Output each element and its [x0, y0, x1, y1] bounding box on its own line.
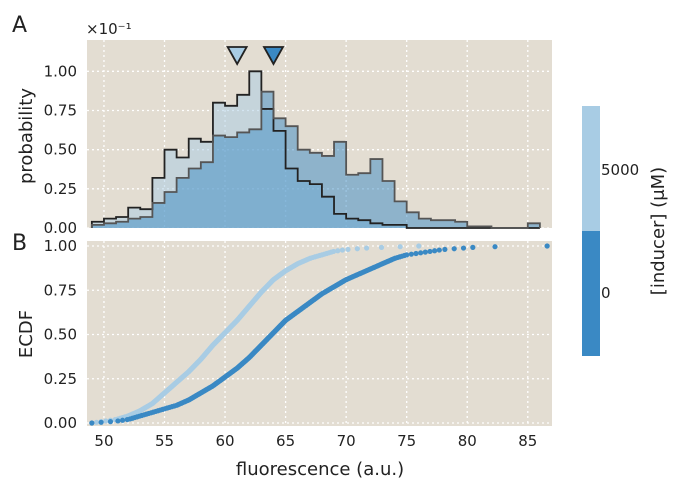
- y-tick-b-3: 0.75: [44, 281, 77, 299]
- ecdf-point-0-3: [115, 418, 121, 424]
- panel-label-a: A: [12, 13, 27, 38]
- ecdf-point-0-258: [470, 244, 476, 250]
- colorbar: 5000 0 [inducer] (μM): [582, 106, 669, 356]
- ecdf-point-5000-3: [103, 418, 109, 424]
- histogram-outlines: [90, 70, 541, 229]
- x-tick-1: 55: [155, 432, 174, 450]
- histogram-y-label: probability: [16, 88, 37, 184]
- x-tick-0: 50: [94, 432, 113, 450]
- ecdf-point-0-249: [413, 250, 419, 257]
- ecdf-point-5000-259: [397, 244, 403, 250]
- x-tick-7: 85: [518, 432, 537, 450]
- ecdf-point-0-248: [408, 251, 414, 257]
- y-tick-b-2: 0.50: [44, 326, 77, 344]
- colorbar-segment-5000: [582, 106, 600, 231]
- ecdf-point-0-251: [422, 249, 428, 255]
- y-tick-a-0: 0.00: [44, 219, 77, 237]
- ecdf-point-5000-1: [93, 419, 100, 425]
- median-marker-0: [262, 46, 285, 66]
- ecdf-x-ticks: 50 55 60 65 70 75 80 85: [94, 432, 537, 450]
- ecdf-point-0-250: [418, 250, 424, 256]
- ecdf-point-0-1: [98, 419, 104, 425]
- ecdf-y-label: ECDF: [16, 310, 37, 358]
- median-marker-5000: [226, 46, 249, 66]
- hist-outline-0: [90, 90, 541, 229]
- ecdf-point-5000-255: [345, 246, 351, 253]
- ecdf-point-5000-252: [330, 248, 337, 255]
- x-tick-3: 65: [276, 432, 295, 450]
- colorbar-label: [inducer] (μM): [648, 167, 669, 295]
- ecdf-point-0-254: [436, 247, 442, 253]
- hist-outline-5000: [90, 70, 540, 229]
- colorbar-tick-5000: 5000: [601, 161, 639, 179]
- ecdf-point-5000-254: [339, 247, 346, 253]
- ecdf-point-5000-257: [364, 245, 370, 251]
- y-tick-b-1: 0.25: [44, 370, 77, 388]
- colorbar-tick-0: 0: [601, 284, 611, 302]
- x-tick-6: 80: [458, 432, 477, 450]
- ecdf-point-0-4: [119, 417, 126, 423]
- ecdf-point-0-257: [460, 245, 467, 251]
- ecdf-point-0-252: [427, 248, 433, 255]
- ecdf-point-5000-256: [354, 246, 360, 252]
- y-tick-a-3: 0.75: [44, 102, 77, 120]
- ecdf-points: [89, 243, 550, 426]
- colorbar-segment-0: [582, 231, 600, 356]
- ecdf-point-5000-258: [378, 244, 385, 250]
- panel-label-b: B: [12, 231, 27, 256]
- histogram-panel: 0.00 0.25 0.50 0.75 1.00 ×10⁻¹ probability: [16, 20, 552, 237]
- ecdf-point-0-255: [442, 246, 448, 253]
- y-tick-a-2: 0.50: [44, 141, 77, 159]
- histogram-fills: [91, 71, 540, 228]
- ecdf-x-label: fluorescence (a.u.): [236, 459, 404, 480]
- ecdf-point-0-256: [451, 246, 457, 252]
- x-tick-4: 70: [337, 432, 356, 450]
- ecdf-point-0-0: [89, 420, 95, 426]
- y-tick-b-0: 0.00: [44, 414, 77, 432]
- ecdf-point-0-247: [404, 252, 410, 258]
- ecdf-point-5000-260: [416, 243, 422, 249]
- x-tick-2: 60: [216, 432, 235, 450]
- ecdf-y-ticks: 0.00 0.25 0.50 0.75 1.00: [44, 237, 77, 432]
- y-tick-a-1: 0.25: [44, 180, 77, 198]
- x-tick-5: 75: [397, 432, 416, 450]
- scale-note: ×10⁻¹: [86, 20, 132, 38]
- y-tick-b-4: 1.00: [44, 237, 77, 255]
- median-markers: [226, 46, 285, 66]
- ecdf-point-5000-253: [335, 248, 341, 254]
- ecdf-point-0-253: [432, 248, 438, 254]
- ecdf-point-0-259: [492, 244, 498, 250]
- ecdf-point-0-2: [107, 419, 114, 425]
- hist-fill-0: [91, 91, 540, 228]
- ecdf-point-0-260: [544, 243, 550, 249]
- histogram-y-ticks: 0.00 0.25 0.50 0.75 1.00: [44, 62, 77, 237]
- ecdf-panel: 0.00 0.25 0.50 0.75 1.00 50 55 60 65 70 75 80 85 EC…: [16, 237, 552, 480]
- y-tick-a-4: 1.00: [44, 62, 77, 80]
